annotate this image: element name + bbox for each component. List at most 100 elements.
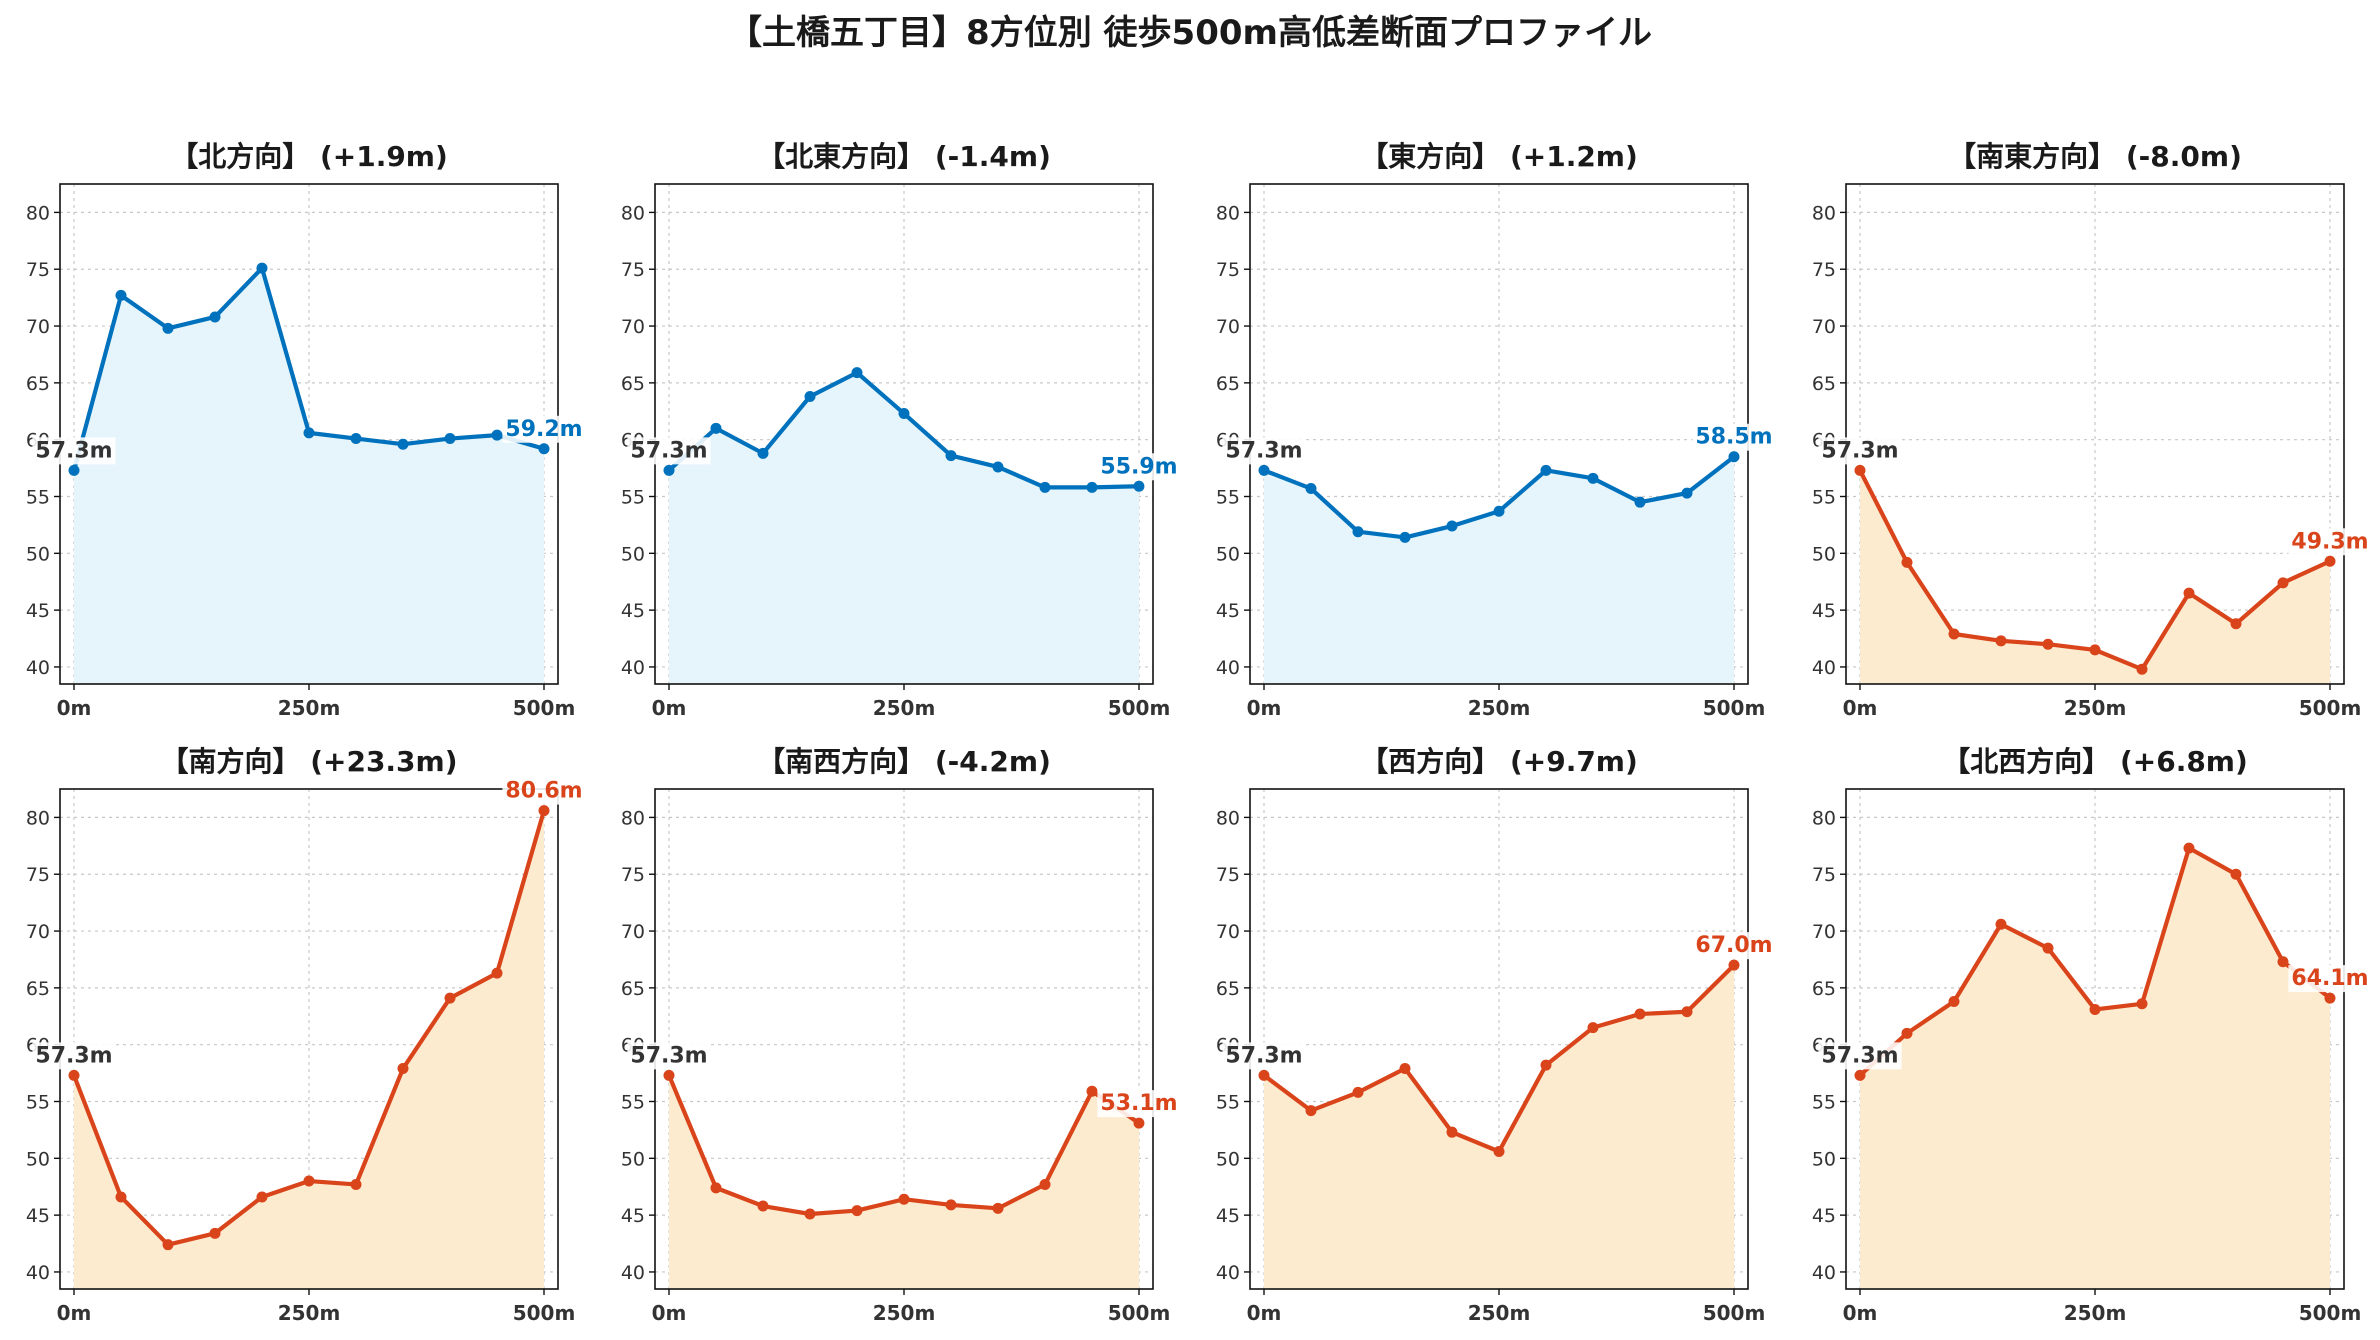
label-background [1222,1042,1306,1070]
x-tick-label: 0m [57,1301,92,1325]
data-point [1634,1008,1646,1020]
data-point [491,429,503,441]
y-tick-label: 65 [621,978,645,1000]
y-tick-label: 80 [1216,807,1240,829]
y-tick-label: 55 [1216,487,1240,509]
y-tick-label: 75 [1216,864,1240,886]
y-tick-label: 55 [1812,1092,1836,1114]
y-tick-label: 40 [1216,1262,1240,1284]
data-point [68,1069,80,1081]
y-tick-label: 50 [1812,1148,1836,1170]
y-tick-label: 70 [1812,921,1836,943]
label-background [1097,453,1181,481]
y-tick-label: 45 [26,1205,50,1227]
profile-panel: 【東方向】 (+1.2m)4045505560657075800m250m500… [1216,140,1776,720]
y-tick-label: 40 [1812,1262,1836,1284]
data-point [757,1200,769,1212]
data-point [1133,480,1145,492]
x-tick-label: 250m [873,696,936,720]
y-tick-label: 80 [26,807,50,829]
end-elevation-label: 80.6m [505,779,582,804]
y-tick-label: 55 [621,487,645,509]
data-point [538,443,550,455]
y-tick-label: 45 [1812,1205,1836,1227]
x-tick-label: 500m [2299,1301,2362,1325]
data-point [1399,1063,1411,1075]
label-background [32,437,116,465]
area-fill [669,372,1139,684]
y-tick-label: 70 [1216,316,1240,338]
area-fill [74,810,544,1289]
data-point [256,1191,268,1203]
data-point [162,322,174,334]
data-point [491,967,503,979]
area-fill [669,1075,1139,1289]
data-point [115,1191,127,1203]
y-tick-label: 80 [1216,202,1240,224]
data-point [256,262,268,274]
start-elevation-label: 57.3m [1225,438,1302,463]
data-point [898,408,910,420]
data-point [757,447,769,459]
data-point [1399,531,1411,543]
data-point [663,464,675,476]
data-point [1305,1105,1317,1117]
data-point [1352,1086,1364,1098]
label-background [1818,437,1902,465]
data-point [303,1175,315,1187]
x-tick-label: 0m [652,1301,687,1325]
data-point [2230,868,2242,880]
y-tick-label: 65 [1216,373,1240,395]
data-point [162,1239,174,1251]
y-tick-label: 65 [1216,978,1240,1000]
x-tick-label: 500m [1108,696,1171,720]
data-point [350,1178,362,1190]
profile-panel: 【南方向】 (+23.3m)4045505560657075800m250m50… [26,745,586,1325]
end-elevation-label: 59.2m [505,417,582,442]
x-tick-label: 500m [513,696,576,720]
profile-panel: 【南西方向】 (-4.2m)4045505560657075800m250m50… [621,745,1181,1325]
data-point [2042,638,2054,650]
data-point [1086,1085,1098,1097]
y-tick-label: 80 [26,202,50,224]
data-point [992,1202,1004,1214]
area-fill [1860,470,2330,684]
x-tick-label: 250m [2064,1301,2127,1325]
start-elevation-label: 57.3m [1821,1043,1898,1068]
data-point [444,433,456,445]
start-elevation-label: 57.3m [35,438,112,463]
data-point [1854,1069,1866,1081]
data-point [1086,481,1098,493]
data-point [804,1208,816,1220]
y-tick-label: 50 [621,1148,645,1170]
y-tick-label: 80 [621,202,645,224]
x-tick-label: 0m [1247,1301,1282,1325]
y-tick-label: 50 [26,1148,50,1170]
data-point [1854,464,1866,476]
y-tick-label: 75 [621,864,645,886]
x-tick-label: 250m [1468,696,1531,720]
y-tick-label: 70 [1216,921,1240,943]
data-point [444,992,456,1004]
y-tick-label: 50 [621,543,645,565]
y-tick-label: 55 [621,1092,645,1114]
y-tick-label: 50 [1812,543,1836,565]
start-elevation-label: 57.3m [1821,438,1898,463]
x-tick-label: 250m [278,696,341,720]
y-tick-label: 55 [1812,487,1836,509]
y-tick-label: 65 [621,373,645,395]
label-background [502,777,586,805]
x-tick-label: 0m [1247,696,1282,720]
x-tick-label: 500m [2299,696,2362,720]
label-background [1097,1090,1181,1118]
figure-title: 【土橋五丁目】8方位別 徒歩500m高低差断面プロファイル [728,13,1652,53]
area-fill [1264,965,1734,1289]
data-point [2183,842,2195,854]
data-point [1948,628,1960,640]
y-tick-label: 65 [26,978,50,1000]
y-tick-label: 40 [621,657,645,679]
y-tick-label: 40 [26,657,50,679]
y-tick-label: 70 [1812,316,1836,338]
panel-title: 【北方向】 (+1.9m) [170,140,448,173]
